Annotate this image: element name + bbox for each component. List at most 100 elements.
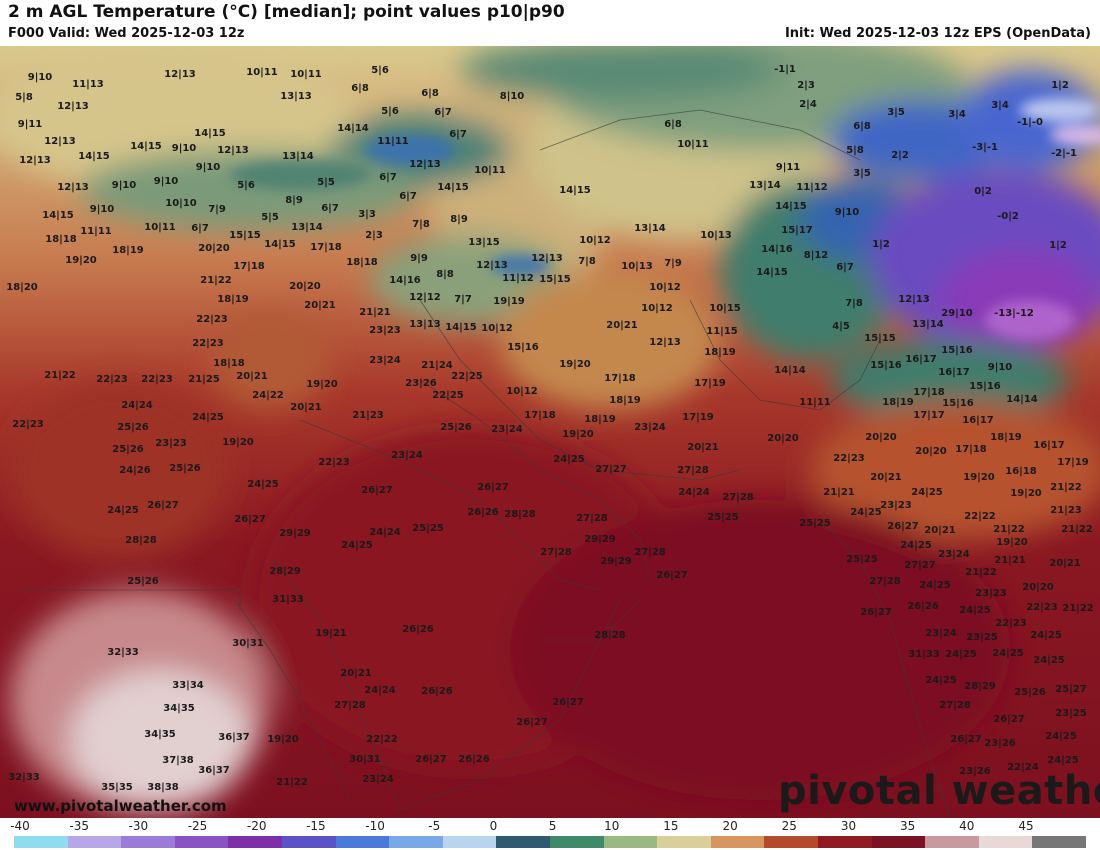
colorbar-segment [710,836,765,848]
coastline-gulf [419,379,651,581]
point-value: 25|26 [127,576,159,587]
point-value: 9|10 [196,162,221,173]
point-value: 24|25 [1047,755,1079,766]
point-value: -13|-12 [994,308,1034,319]
point-value: 7|8 [845,298,863,309]
point-value: 27|28 [540,547,572,558]
point-value: 22|23 [192,338,224,349]
point-value: 19|20 [562,429,594,440]
point-value: 24|25 [992,648,1024,659]
point-value: 6|8 [853,121,871,132]
point-value: 18|20 [6,282,38,293]
egypt-warm [10,380,230,560]
point-value: 1|2 [1049,240,1067,251]
point-value: 38|38 [147,782,179,793]
point-value: 21|21 [823,487,855,498]
point-value: 14|16 [761,244,793,255]
colorbar-segment [978,836,1033,848]
sea-hot [510,500,1010,800]
point-value: 20|20 [767,433,799,444]
colorbar-tick-label: -15 [306,819,326,833]
temperature-map[interactable]: 9|10 11|13 12|13 10|11 10|11 5|6 -1|1 1|2 5|8 12|… [0,46,1100,818]
caucasus-blue [365,135,455,165]
iran-plateau [500,270,720,410]
purple-cold-patch [985,300,1075,340]
point-value: 26|27 [860,607,892,618]
point-value: 28|28 [125,535,157,546]
point-value: 13|13 [280,91,312,102]
point-value: 24|25 [900,540,932,551]
point-value: 12|12 [409,292,441,303]
point-value: 7|7 [454,294,472,305]
point-value: 26|27 [516,717,548,728]
point-value: 29|10 [941,308,973,319]
colorbar-tick-label: -5 [428,819,441,833]
point-value: 25|26 [440,422,472,433]
point-value: -1|1 [774,64,796,75]
point-value: 17|19 [682,412,714,423]
colorbar-tick-label: 15 [663,819,679,833]
point-value: 26|27 [993,714,1025,725]
point-value: 13|13 [409,319,441,330]
point-value: 36|37 [198,765,230,776]
point-value: 14|14 [1006,394,1038,405]
point-value: 9|10 [154,176,179,187]
colorbar-tick-label: 25 [781,819,797,833]
point-value: 33|34 [172,680,204,691]
point-value: 15|16 [969,381,1001,392]
point-value: 11|13 [72,79,104,90]
point-value: 15|17 [781,225,813,236]
point-value: 18|19 [217,294,249,305]
point-value: 24|25 [959,605,991,616]
point-value: 15|16 [870,360,902,371]
point-value: 22|23 [995,618,1027,629]
point-value: 27|28 [677,465,709,476]
point-value: 17|18 [524,410,556,421]
point-value: 10|15 [709,303,741,314]
point-value: 6|7 [399,191,417,202]
point-value: 22|23 [833,453,865,464]
colorbar-tick-label: -40 [10,819,30,833]
point-value: -3|-1 [972,142,998,153]
point-value: 14|15 [559,185,591,196]
point-value: 18|19 [882,397,914,408]
point-value: 14|15 [194,128,226,139]
point-value: 23|25 [1055,708,1087,719]
border-afghan [689,299,881,411]
point-value: 24|22 [252,390,284,401]
point-value: 14|15 [445,322,477,333]
point-value: 25|27 [1055,684,1087,695]
colorbar-segment [764,836,818,848]
point-value: 13|14 [282,151,314,162]
point-value: 20|20 [865,432,897,443]
website-label: www.pivotalweather.com [14,797,227,815]
point-value: 31|33 [272,594,304,605]
point-value: 34|35 [144,729,176,740]
colorbar-segment [335,836,390,848]
point-value: 9|10 [172,143,197,154]
point-value: 19|20 [65,255,97,266]
point-value: 5|5 [317,177,335,188]
point-value: 21|22 [44,370,76,381]
colorbar-tick-label: 35 [900,819,916,833]
point-value: 17|18 [955,444,987,455]
point-value: 32|33 [8,772,40,783]
point-value: 9|10 [835,207,860,218]
point-value: 6|7 [191,223,209,234]
point-value: 12|13 [57,182,89,193]
point-value: 25|25 [846,554,878,565]
point-value: 12|13 [217,145,249,156]
point-value: 20|21 [1049,558,1081,569]
border-egypt [20,589,241,610]
colorbar [14,836,1086,848]
point-value: 9|10 [90,204,115,215]
map-canvas[interactable]: 9|10 11|13 12|13 10|11 10|11 5|6 -1|1 1|2 5|8 12|… [0,46,1100,818]
point-value: 24|25 [919,580,951,591]
point-value: 5|6 [371,65,389,76]
point-value: 22|23 [1026,602,1058,613]
colorbar-tick-label: 30 [840,819,857,833]
point-value: 30|31 [349,754,381,765]
point-value: 13|14 [291,222,323,233]
point-value: 23|24 [925,628,957,639]
temperature-detail [230,98,1100,340]
